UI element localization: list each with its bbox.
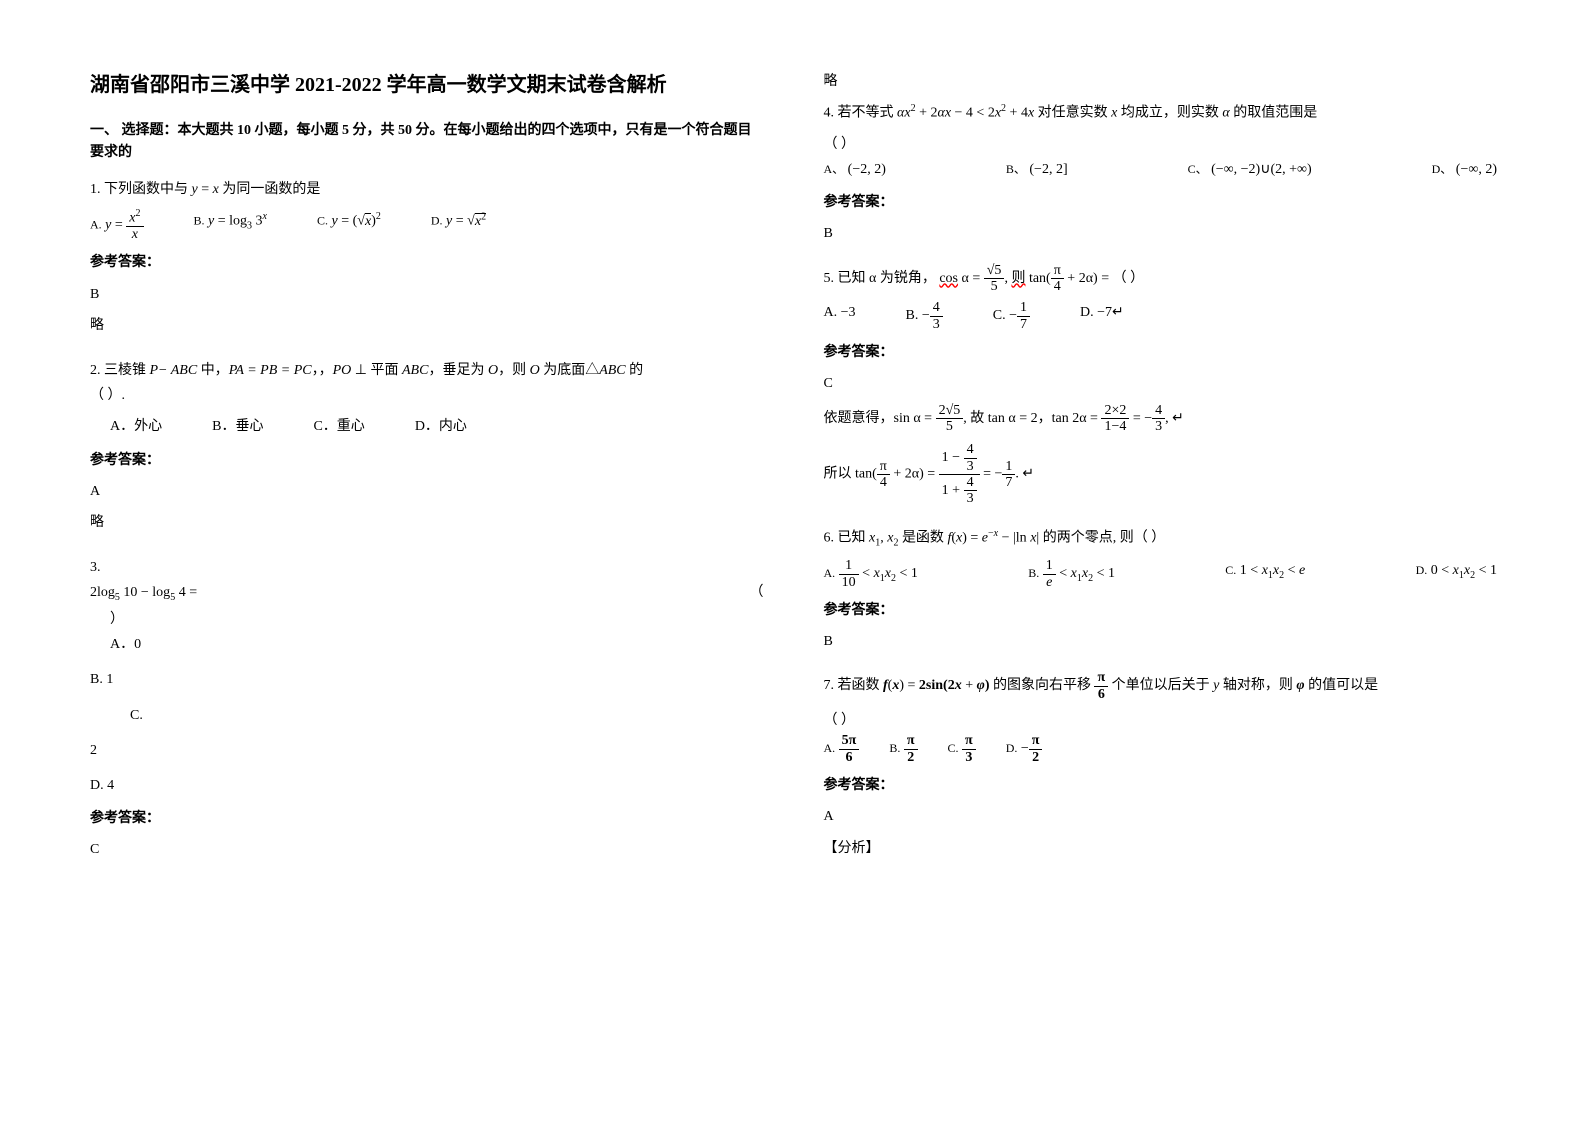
- q4-opt-a: A、 (−2, 2): [824, 157, 886, 182]
- q5-options: A. −3 B. −43 C. −17 D. −7↵: [824, 300, 1498, 332]
- q3-options: A．0 B. 1 C. 2 D. 4: [90, 632, 764, 800]
- q7-text: 7. 若函数 f(x) = 2sin(2x + φ) 的图象向右平移 π6 个单…: [824, 670, 1498, 702]
- q2-opt-b: B．垂心: [212, 414, 263, 439]
- q3-rparen: ）: [110, 607, 764, 632]
- q1-opt-d: D. y = √x2: [431, 208, 486, 242]
- q1-options: A. y = x2x B. y = log3 3x C. y = (√x)2 D…: [90, 208, 764, 242]
- q2-text: 2. 三棱锥 P− ABC 中，PA = PB = PC，，PO ⊥ 平面 AB…: [90, 358, 764, 408]
- document-title: 湖南省邵阳市三溪中学 2021-2022 学年高一数学文期末试卷含解析: [90, 70, 764, 100]
- q1-answer-label: 参考答案：: [90, 250, 764, 275]
- q2-options: A．外心 B．垂心 C．重心 D．内心: [110, 414, 764, 439]
- q7-fenxi: 【分析】: [824, 836, 1498, 861]
- q4-text: 4. 若不等式 αx2 + 2αx − 4 < 2x2 + 4x 对任意实数 x…: [824, 100, 1498, 126]
- q2-opt-c: C．重心: [313, 414, 364, 439]
- q3-opt-c: C.: [130, 703, 764, 728]
- col2-lue: 略: [824, 70, 1498, 90]
- q3-expr: 2log5 10 − log5 4 =: [90, 580, 197, 607]
- q2-opt-a: A．外心: [110, 414, 162, 439]
- q6-text: 6. 已知 x1, x2 是函数 f(x) = e−x − |ln x| 的两个…: [824, 525, 1498, 552]
- question-1: 1. 下列函数中与 y = x 为同一函数的是 A. y = x2x B. y …: [90, 177, 764, 348]
- q1-opt-b: B. y = log3 3x: [194, 208, 267, 242]
- q1-lue: 略: [90, 313, 764, 338]
- q7-opt-d: D. −π2: [1006, 733, 1043, 765]
- q3-opt-a: A．0: [110, 632, 764, 657]
- q4-opt-c: C、 (−∞, −2)∪(2, +∞): [1188, 157, 1312, 182]
- q3-answer: C: [90, 837, 764, 862]
- q6-opt-d: D. 0 < x1x2 < 1: [1416, 558, 1497, 590]
- q7-opt-b: B. π2: [889, 733, 917, 765]
- q2-answer-label: 参考答案：: [90, 448, 764, 473]
- question-2: 2. 三棱锥 P− ABC 中，PA = PB = PC，，PO ⊥ 平面 AB…: [90, 358, 764, 545]
- question-4: 4. 若不等式 αx2 + 2αx − 4 < 2x2 + 4x 对任意实数 x…: [824, 100, 1498, 253]
- left-column: 湖南省邵阳市三溪中学 2021-2022 学年高一数学文期末试卷含解析 一、 选…: [90, 70, 764, 1052]
- question-7: 7. 若函数 f(x) = 2sin(2x + φ) 的图象向右平移 π6 个单…: [824, 670, 1498, 860]
- question-3: 3. 2log5 10 − log5 4 = （ ） A．0 B. 1 C. 2…: [90, 555, 764, 868]
- q5-opt-a: A. −3: [824, 300, 856, 332]
- q4-paren: （ ）: [824, 132, 1498, 157]
- q5-text: 5. 已知 α 为锐角， cos α = √55, 则 tan(π4 + 2α)…: [824, 263, 1498, 295]
- q6-options: A. 110 < x1x2 < 1 B. 1e < x1x2 < 1 C. 1 …: [824, 558, 1498, 590]
- q5-opt-b: B. −43: [906, 300, 943, 332]
- q3-answer-label: 参考答案：: [90, 806, 764, 831]
- q5-opt-d: D. −7↵: [1080, 300, 1124, 332]
- q5-answer: C: [824, 371, 1498, 396]
- q7-opt-a: A. 5π6: [824, 733, 860, 765]
- q1-text: 1. 下列函数中与 y = x 为同一函数的是: [90, 177, 764, 202]
- q5-explain1: 依题意得，sin α = 2√55, 故 tan α = 2，tan 2α = …: [824, 403, 1498, 435]
- q2-opt-d: D．内心: [415, 414, 467, 439]
- q3-num: 3.: [90, 555, 764, 580]
- q7-opt-c: C. π3: [948, 733, 976, 765]
- q5-answer-label: 参考答案：: [824, 340, 1498, 365]
- q3-expr-row: 2log5 10 − log5 4 = （: [90, 580, 764, 607]
- q5-explain2: 所以 tan(π4 + 2α) = 1 − 431 + 43 = −17. ↵: [824, 442, 1498, 507]
- q7-options: A. 5π6 B. π2 C. π3 D. −π2: [824, 733, 1498, 765]
- section-heading: 一、 选择题：本大题共 10 小题，每小题 5 分，共 50 分。在每小题给出的…: [90, 120, 764, 165]
- q6-answer-label: 参考答案：: [824, 598, 1498, 623]
- q4-answer: B: [824, 221, 1498, 246]
- q1-opt-c: C. y = (√x)2: [317, 208, 381, 242]
- q6-opt-c: C. 1 < x1x2 < e: [1225, 558, 1305, 590]
- q2-lue: 略: [90, 510, 764, 535]
- q3-opt-b: B. 1: [90, 667, 764, 692]
- q6-opt-b: B. 1e < x1x2 < 1: [1028, 558, 1115, 590]
- q6-answer: B: [824, 629, 1498, 654]
- q7-answer: A: [824, 804, 1498, 829]
- question-5: 5. 已知 α 为锐角， cos α = √55, 则 tan(π4 + 2α)…: [824, 263, 1498, 515]
- q7-answer-label: 参考答案：: [824, 773, 1498, 798]
- question-6: 6. 已知 x1, x2 是函数 f(x) = e−x − |ln x| 的两个…: [824, 525, 1498, 661]
- q5-opt-c: C. −17: [993, 300, 1030, 332]
- q1-opt-a: A. y = x2x: [90, 208, 144, 242]
- q4-opt-d: D、 (−∞, 2): [1432, 157, 1497, 182]
- q2-answer: A: [90, 479, 764, 504]
- q4-options: A、 (−2, 2) B、 (−2, 2] C、 (−∞, −2)∪(2, +∞…: [824, 157, 1498, 182]
- q1-answer: B: [90, 282, 764, 307]
- right-column: 略 4. 若不等式 αx2 + 2αx − 4 < 2x2 + 4x 对任意实数…: [824, 70, 1498, 1052]
- q3-opt-d: D. 4: [90, 773, 764, 798]
- q6-opt-a: A. 110 < x1x2 < 1: [824, 558, 918, 590]
- q4-answer-label: 参考答案：: [824, 190, 1498, 215]
- q4-opt-b: B、 (−2, 2]: [1006, 157, 1068, 182]
- q7-paren: （ ）: [824, 708, 1498, 733]
- q3-opt-c2: 2: [90, 738, 764, 763]
- q3-lparen: （: [750, 580, 764, 607]
